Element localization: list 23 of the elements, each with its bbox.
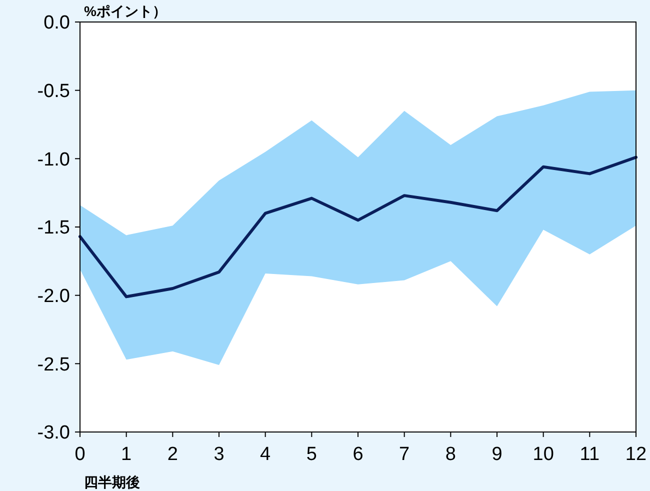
- x-axis-title: 四半期後: [84, 474, 140, 490]
- y-tick-label: -1.0: [37, 149, 70, 170]
- x-tick-label: 4: [260, 444, 272, 465]
- x-tick-label: 3: [214, 444, 224, 465]
- y-tick-label: -1.5: [37, 218, 70, 239]
- x-tick-label: 7: [399, 444, 410, 465]
- x-tick-label: 10: [532, 444, 554, 465]
- y-tick-label: -2.0: [37, 286, 70, 307]
- x-tick-label: 9: [492, 444, 502, 465]
- x-tick-label: 12: [625, 444, 647, 465]
- y-tick-label: -2.5: [37, 354, 70, 376]
- y-tick-label: 0.0: [44, 12, 70, 34]
- x-tick-label: 5: [306, 444, 317, 465]
- x-tick-label: 1: [121, 444, 132, 465]
- x-tick-label: 6: [352, 444, 364, 465]
- x-tick-label: 2: [167, 444, 178, 465]
- x-tick-label: 11: [580, 444, 600, 465]
- x-tick-label: 8: [445, 444, 456, 465]
- y-tick-label: -0.5: [37, 80, 70, 102]
- y-axis-title: %ポイント）: [84, 3, 166, 19]
- y-tick-label: -3.0: [37, 422, 70, 444]
- line-series: [78, 156, 638, 298]
- x-tick-label: 0: [74, 444, 86, 465]
